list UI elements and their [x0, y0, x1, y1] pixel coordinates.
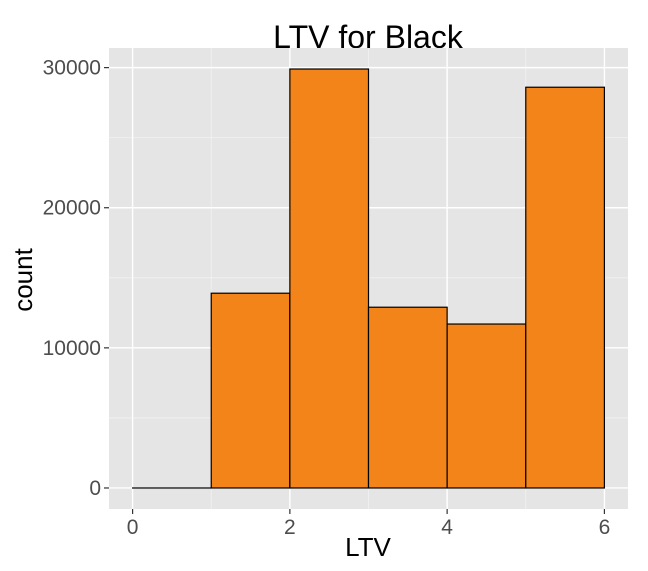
- x-axis-title: LTV: [345, 532, 391, 562]
- x-tick-label: 0: [127, 516, 139, 539]
- y-tick-label: 30000: [43, 57, 101, 80]
- histogram-bar: [446, 323, 527, 489]
- y-tick-label: 0: [89, 477, 101, 500]
- x-tick-label: 6: [599, 516, 611, 539]
- x-axis-ticks: 0 2 4 6: [127, 509, 611, 539]
- histogram-bar: [289, 68, 370, 489]
- y-tick-label: 10000: [43, 337, 101, 360]
- histogram-bar: [210, 292, 291, 489]
- histogram-bar: [367, 306, 448, 489]
- y-axis-title: count: [8, 247, 38, 311]
- y-axis-ticks: 0 10000 20000 30000: [43, 57, 109, 500]
- x-tick-label: 4: [441, 516, 453, 539]
- histogram-bars: [131, 68, 606, 489]
- histogram-bar: [525, 86, 606, 489]
- x-tick-label: 2: [284, 516, 296, 539]
- y-tick-label: 20000: [43, 197, 101, 220]
